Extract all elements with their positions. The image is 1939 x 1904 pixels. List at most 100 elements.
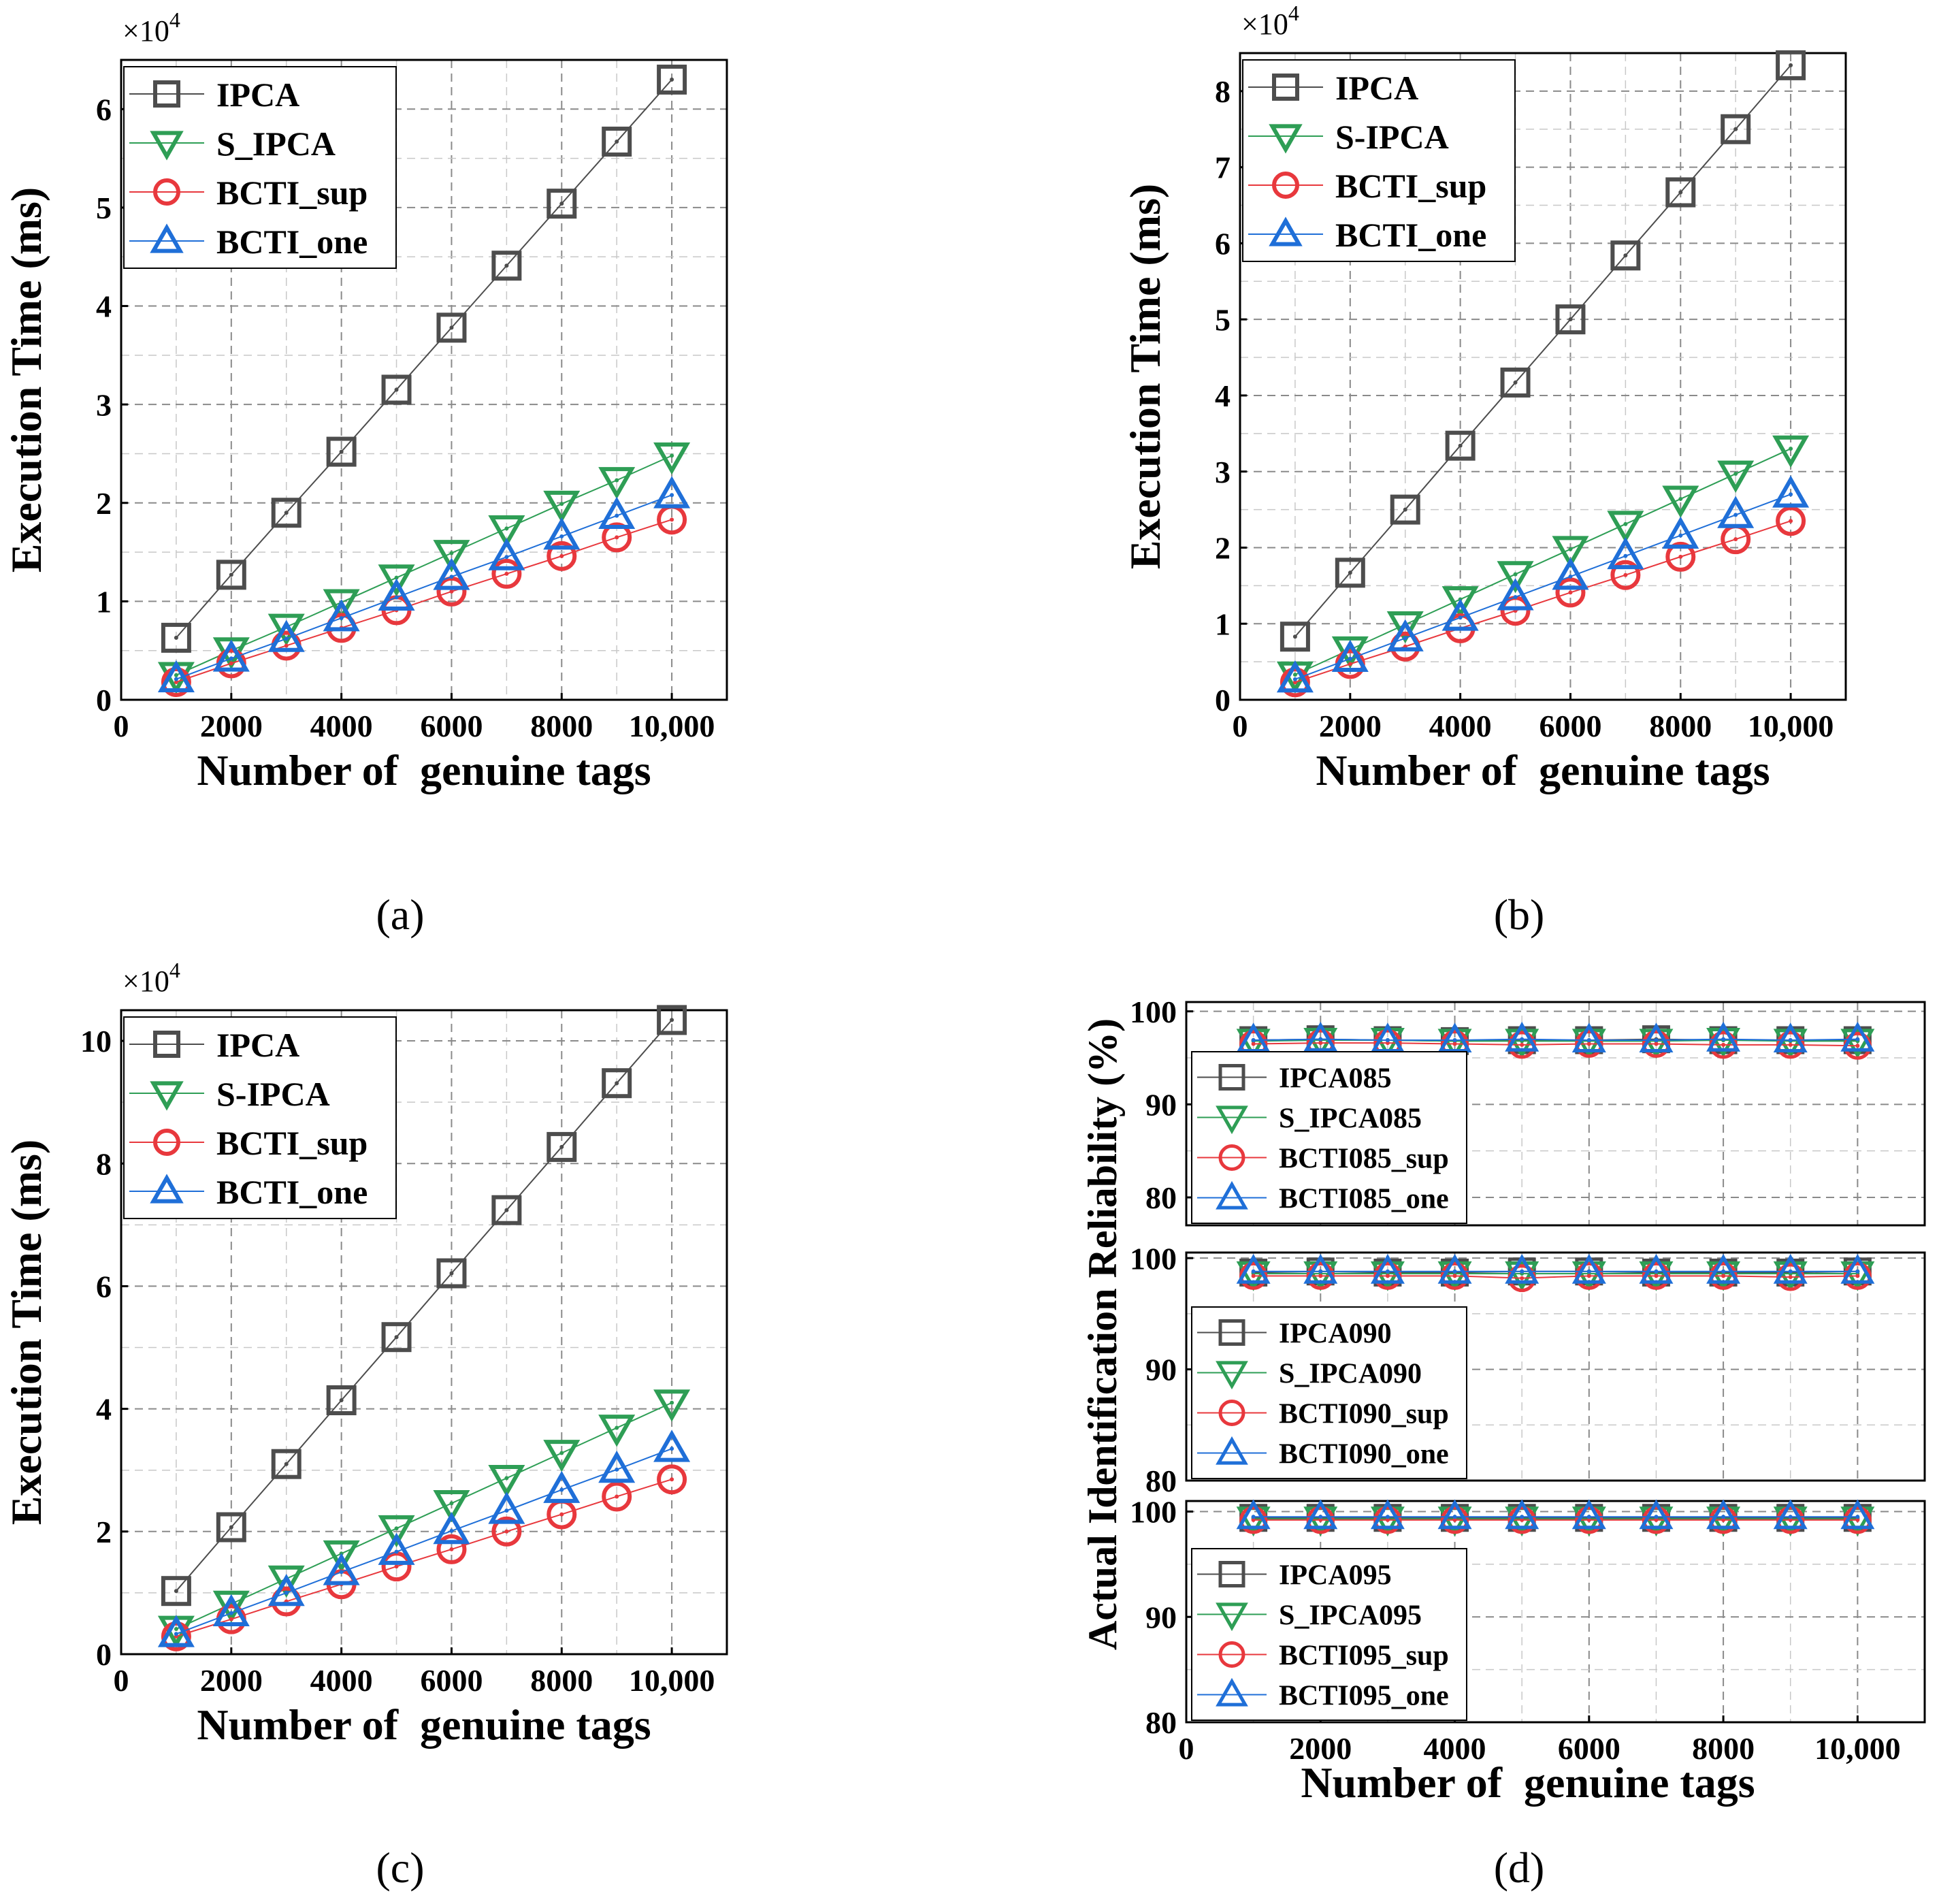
data-point-ipca <box>381 1322 412 1353</box>
legend-marker-bcti085-sup <box>1218 1144 1245 1171</box>
data-point-ipca <box>436 1258 467 1289</box>
data-point-center-ipca <box>1513 380 1518 385</box>
data-point-bcti-one <box>1497 578 1534 611</box>
x-tick-label: 6000 <box>420 1663 483 1698</box>
data-point-center-bcti-sup <box>174 679 178 684</box>
data-point-bcti095-sup <box>1575 1506 1603 1534</box>
data-point-s-ipca <box>653 1389 691 1422</box>
data-point-center-bcti-one <box>1733 513 1738 517</box>
data-point-s-ipca085 <box>1840 1029 1875 1059</box>
data-point-center-s-ipca <box>1623 521 1628 526</box>
data-point-center-bcti-sup <box>229 661 233 666</box>
legend-label-s-ipca090: S_IPCA090 <box>1279 1359 1422 1390</box>
data-point-bcti095-one <box>1571 1499 1606 1530</box>
data-point-center-bcti090-sup <box>1721 1274 1726 1278</box>
data-point-bcti095-one <box>1303 1499 1338 1530</box>
legend-marker-bcti090-sup <box>1218 1400 1245 1426</box>
data-point-center-bcti090-sup <box>1788 1274 1793 1279</box>
data-point-bcti085-one <box>1505 1021 1539 1052</box>
legend-marker-bcti085-one <box>1216 1180 1248 1210</box>
legend-marker-s-ipca <box>150 1081 184 1111</box>
series-bcti-one <box>157 1430 691 1647</box>
data-point-center-bcti-one <box>449 575 454 579</box>
data-point-bcti-one <box>1552 558 1589 590</box>
legend-label-bcti-sup: BCTI_sup <box>216 174 368 212</box>
data-point-center-bcti095-one <box>1318 1515 1323 1519</box>
data-point-center-bcti-sup <box>1733 537 1738 542</box>
x-tick-label: 6000 <box>1539 709 1601 743</box>
legend-marker-s-ipca085 <box>1216 1106 1248 1135</box>
series-line-bcti-one <box>176 494 672 680</box>
data-point-ipca <box>1335 558 1365 588</box>
legend-label-bcti-one: BCTI_one <box>1335 216 1486 254</box>
data-point-center-bcti-one <box>339 1570 344 1575</box>
legend: IPCA S-IPCA BCTI_sup BCTI_one <box>123 1016 397 1219</box>
data-point-bcti-sup <box>657 1464 687 1495</box>
grid <box>121 1010 727 1654</box>
data-point-center-bcti-sup <box>1292 680 1297 685</box>
data-point-bcti085-one <box>1571 1022 1606 1053</box>
data-point-bcti095-one <box>1840 1499 1875 1530</box>
legend-marker-bcti-sup <box>153 178 180 206</box>
data-point-center-ipca <box>174 635 178 640</box>
data-point-bcti085-sup <box>1575 1030 1603 1058</box>
data-point-center-bcti-one <box>1348 656 1352 661</box>
legend-marker-bcti-sup <box>1272 172 1299 199</box>
series-line-bcti-sup <box>176 1479 672 1637</box>
data-point-center-bcti-one <box>1789 492 1793 497</box>
legend-label-ipca: IPCA <box>1335 69 1418 107</box>
data-point-center-ipca <box>229 1525 233 1530</box>
data-point-bcti-one <box>653 476 691 509</box>
data-point-center-ipca <box>1733 127 1738 131</box>
data-point-center-bcti-one <box>504 1508 509 1513</box>
data-point-s-ipca <box>488 515 525 548</box>
data-point-s-ipca <box>212 1590 250 1624</box>
data-point-center-ipca <box>229 572 233 577</box>
y-tick-label: 80 <box>1145 1464 1177 1498</box>
data-point-bcti095-one <box>1437 1499 1472 1530</box>
data-point-center-bcti-sup <box>504 571 509 576</box>
data-point-center-bcti095-sup <box>1520 1517 1525 1522</box>
data-point-center-bcti-one <box>394 595 399 600</box>
data-point-bcti095-sup <box>1306 1506 1335 1534</box>
data-point-center-bcti095-one <box>1721 1515 1726 1519</box>
data-point-bcti-one <box>378 1532 415 1565</box>
series-ipca <box>161 64 687 653</box>
x-tick-label: 8000 <box>1692 1731 1755 1766</box>
legend: IPCA090 S_IPCA090 BCTI090_sup BCTI090_one <box>1191 1306 1467 1479</box>
series-line-ipca <box>176 1019 672 1592</box>
data-point-s-ipca <box>1386 611 1424 644</box>
data-point-s-ipca <box>378 1515 415 1548</box>
plot-frame <box>120 59 728 701</box>
data-point-bcti-sup <box>1280 667 1310 698</box>
data-point-bcti085-one <box>1639 1022 1674 1053</box>
legend-label-s-ipca: S-IPCA <box>216 1075 330 1113</box>
data-point-center-s-ipca <box>1292 673 1297 677</box>
y-multiplier-exponent: 4 <box>169 7 180 32</box>
plot-frame <box>120 1009 728 1656</box>
data-point-center-bcti-sup <box>670 1477 674 1482</box>
legend-label-bcti085-sup: BCTI085_sup <box>1279 1144 1449 1175</box>
y-tick-label: 4 <box>1215 378 1231 413</box>
y-tick-label: 6 <box>96 92 112 127</box>
data-point-center-bcti-sup <box>670 517 674 522</box>
data-point-bcti090-one <box>1505 1254 1539 1284</box>
data-point-center-ipca <box>1403 507 1407 512</box>
data-point-bcti-sup <box>1665 541 1696 572</box>
x-tick-label: 2000 <box>200 709 263 743</box>
x-tick-label: 2000 <box>200 1663 263 1698</box>
x-axis-label: Number of genuine tags <box>1316 746 1770 794</box>
panel-label-b: (b) <box>1494 890 1545 939</box>
plot-frame <box>1185 1251 1926 1482</box>
data-point-bcti090-one <box>1303 1254 1338 1284</box>
y-tick-label: 3 <box>96 387 112 422</box>
data-point-bcti-sup <box>436 1534 467 1564</box>
y-tick-label: 80 <box>1145 1705 1177 1740</box>
data-point-bcti085-one <box>1236 1022 1271 1053</box>
y-tick-label: 6 <box>96 1270 112 1304</box>
data-point-center-s-ipca <box>1513 572 1518 577</box>
y-tick-label: 6 <box>1215 227 1231 261</box>
legend-label-bcti090-sup: BCTI090_sup <box>1279 1399 1449 1430</box>
data-point-center-bcti085-sup <box>1452 1042 1457 1046</box>
data-point-center-bcti-one <box>284 1590 289 1595</box>
